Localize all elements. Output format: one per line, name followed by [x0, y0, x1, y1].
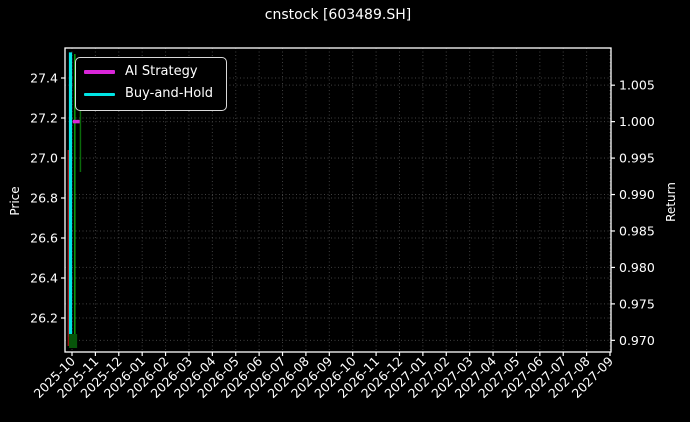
legend: AI Strategy Buy-and-Hold	[75, 57, 228, 111]
price-tick-label: 26.8	[30, 191, 58, 206]
price-tick-label: 26.2	[30, 311, 58, 326]
legend-label-buy-and-hold: Buy-and-Hold	[125, 86, 214, 102]
legend-item-buy-and-hold: Buy-and-Hold	[84, 86, 213, 102]
ai-strategy-line-swatch	[84, 70, 115, 74]
return-tick-label: 0.975	[619, 296, 655, 311]
legend-item-ai-strategy: AI Strategy	[84, 64, 213, 80]
return-tick-label: 0.990	[619, 187, 655, 202]
plot-frame	[64, 47, 612, 353]
price-tick-label: 27.2	[30, 111, 58, 126]
return-tick-label: 0.980	[619, 260, 655, 275]
return-tick-label: 0.985	[619, 223, 655, 238]
return-tick-label: 1.005	[619, 78, 655, 93]
candle-body	[68, 334, 78, 348]
buy-and-hold-line-swatch	[84, 92, 115, 97]
legend-label-ai-strategy: AI Strategy	[125, 64, 198, 79]
price-tick-label: 27.4	[30, 71, 58, 86]
return-tick-label: 1.000	[619, 114, 655, 129]
price-tick-label: 26.4	[30, 271, 58, 286]
return-tick-label: 0.995	[619, 151, 655, 166]
return-tick-label: 0.970	[619, 333, 655, 348]
chart-title: cnstock [603489.SH]	[264, 7, 412, 23]
price-tick-label: 27.0	[30, 151, 58, 166]
price-tick-label: 26.6	[30, 231, 58, 246]
